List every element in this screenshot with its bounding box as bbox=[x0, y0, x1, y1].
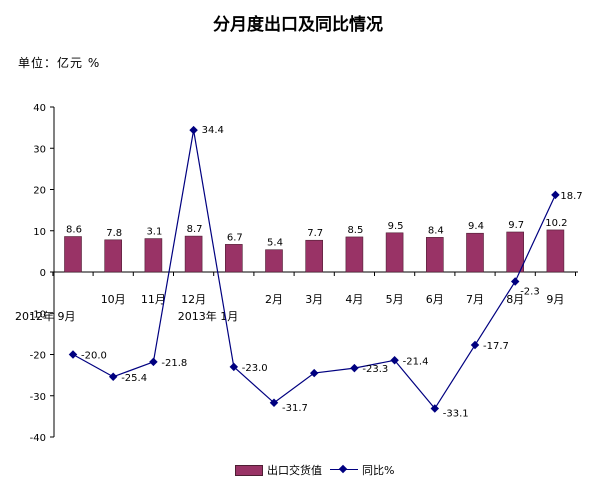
bar bbox=[466, 232, 484, 273]
line-data-label: -33.1 bbox=[443, 409, 469, 420]
bar-data-label: 8.6 bbox=[66, 225, 82, 236]
line-point bbox=[149, 357, 158, 367]
legend-bar-label: 出口交货值 bbox=[267, 464, 322, 477]
bar-data-label: 8.5 bbox=[347, 225, 363, 236]
y-tick-label: -40 bbox=[30, 433, 46, 444]
x-tick-label: 2月 bbox=[265, 293, 283, 306]
line-point bbox=[68, 350, 78, 359]
bar bbox=[265, 249, 283, 273]
chart-title: 分月度出口及同比情况 bbox=[213, 15, 383, 35]
y-tick-label: 20 bbox=[33, 186, 46, 197]
y-tick-label: 10 bbox=[33, 227, 46, 238]
bar-data-label: 8.7 bbox=[187, 224, 203, 235]
line-point bbox=[269, 398, 279, 408]
line-data-label: -25.4 bbox=[121, 373, 147, 384]
y-tick-label: -30 bbox=[30, 392, 46, 403]
line-point bbox=[470, 340, 480, 350]
line-point bbox=[229, 362, 239, 372]
x-tick-label: 2012年 9月 bbox=[15, 309, 76, 323]
line-point bbox=[350, 363, 359, 373]
bar bbox=[425, 237, 444, 273]
bar-data-label: 5.4 bbox=[267, 238, 283, 249]
x-tick-label: 3月 bbox=[305, 293, 323, 306]
y-tick-label: -20 bbox=[30, 351, 46, 362]
line-point bbox=[189, 125, 198, 135]
line-point bbox=[390, 356, 399, 365]
line-point bbox=[430, 404, 440, 413]
line-point bbox=[108, 372, 118, 382]
x-tick-label: 11月 bbox=[141, 293, 166, 306]
y-tick-label: 0 bbox=[40, 268, 46, 279]
bar-data-label: 9.4 bbox=[468, 221, 484, 232]
bar-data-label: 6.7 bbox=[227, 232, 243, 243]
line-data-label: -2.3 bbox=[520, 286, 540, 297]
x-tick-label: 7月 bbox=[466, 293, 484, 306]
bar-data-label: 10.2 bbox=[545, 218, 567, 229]
bar bbox=[225, 244, 243, 273]
bar-data-label: 3.1 bbox=[146, 227, 162, 238]
line-data-label: -23.3 bbox=[362, 364, 388, 375]
bar-data-label: 7.7 bbox=[307, 228, 323, 239]
x-tick-label: 9月 bbox=[546, 293, 564, 306]
x-tick-label: 4月 bbox=[345, 293, 363, 306]
line-data-label: -21.4 bbox=[403, 356, 429, 367]
bar bbox=[345, 236, 364, 273]
line-data-label: 34.4 bbox=[202, 125, 224, 136]
line-data-label: -23.0 bbox=[242, 363, 268, 374]
y-tick-label: -10 bbox=[30, 309, 46, 320]
x-tick-label: 5月 bbox=[386, 293, 404, 306]
x-tick-label: 12月 bbox=[181, 293, 206, 306]
unit-label: 单位：亿元 % bbox=[18, 56, 101, 70]
legend-item-bar: 出口交货值 bbox=[235, 462, 322, 478]
bar bbox=[305, 239, 324, 273]
bar bbox=[184, 235, 203, 273]
line-point bbox=[510, 277, 520, 286]
bar-data-label: 8.4 bbox=[428, 225, 444, 236]
x-tick-label: 6月 bbox=[426, 293, 444, 306]
x-tick-label: 10月 bbox=[101, 293, 126, 306]
bar bbox=[104, 239, 122, 273]
legend-line-label: 同比% bbox=[362, 464, 395, 477]
bar bbox=[546, 229, 565, 273]
legend-item-line: 同比% bbox=[330, 462, 394, 478]
bar bbox=[64, 236, 82, 273]
bar-data-label: 9.5 bbox=[388, 221, 404, 232]
legend-line-swatch bbox=[330, 464, 358, 476]
bar bbox=[506, 231, 525, 273]
line-data-label: -21.8 bbox=[161, 358, 187, 369]
line-data-label: -17.7 bbox=[483, 341, 509, 352]
x-tick-label: 8月 bbox=[506, 293, 524, 306]
bar bbox=[144, 238, 163, 273]
legend-bar-swatch bbox=[235, 464, 263, 476]
y-tick-label: 30 bbox=[33, 144, 46, 155]
line-point bbox=[551, 190, 560, 200]
bar-data-label: 9.7 bbox=[508, 220, 524, 231]
x-tick-label: 2013年 1月 bbox=[178, 309, 239, 323]
line-data-label: -20.0 bbox=[81, 351, 107, 362]
bar-data-label: 7.8 bbox=[106, 228, 122, 239]
line-point bbox=[309, 368, 319, 378]
line-data-label: 18.7 bbox=[560, 191, 582, 202]
line-data-label: -31.7 bbox=[282, 403, 308, 414]
bar bbox=[385, 232, 404, 273]
y-tick-label: 40 bbox=[33, 103, 46, 114]
